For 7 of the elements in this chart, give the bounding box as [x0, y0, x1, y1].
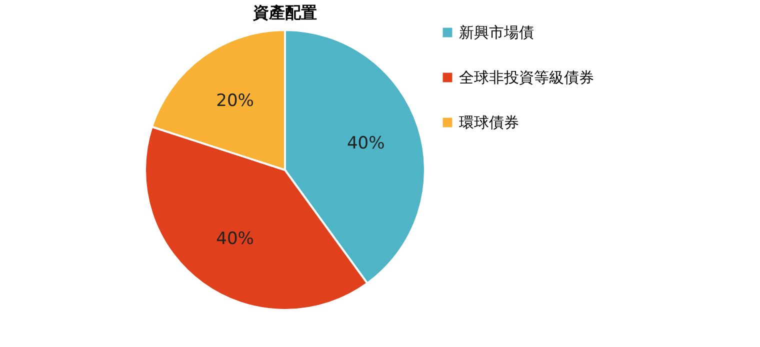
- legend-label: 環球債券: [459, 114, 519, 132]
- legend-label: 新興市場債: [459, 24, 534, 42]
- chart-title: 資產配置: [252, 3, 317, 22]
- legend-label: 全球非投資等級債券: [459, 68, 594, 86]
- data-label: 40%: [346, 134, 385, 154]
- data-label: 20%: [216, 91, 254, 112]
- data-label: 40%: [216, 228, 254, 249]
